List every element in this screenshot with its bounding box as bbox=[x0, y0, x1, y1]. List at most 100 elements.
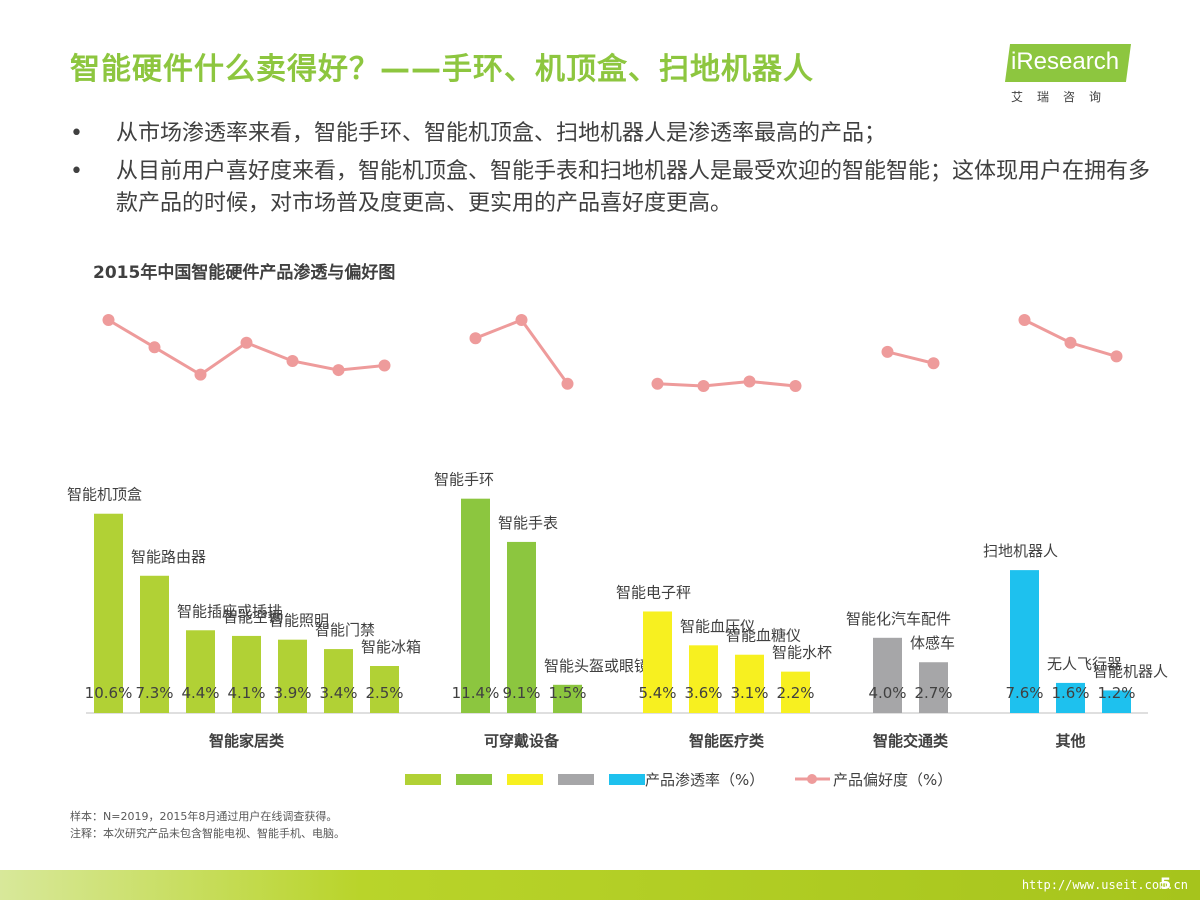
category-label: 体感车 bbox=[910, 634, 955, 652]
logo-text: iResearch bbox=[1011, 48, 1120, 75]
bullet-item: • 从目前用户喜好度来看，智能机顶盒、智能手表和扫地机器人是最受欢迎的智能智能；… bbox=[70, 156, 1150, 220]
preference-point bbox=[1064, 336, 1077, 349]
bar bbox=[643, 611, 672, 713]
preference-point bbox=[102, 314, 115, 326]
value-label: 4.4% bbox=[181, 684, 219, 702]
preference-point bbox=[651, 377, 664, 390]
preference-point bbox=[378, 359, 391, 372]
value-label: 4.1% bbox=[227, 684, 265, 702]
preference-line bbox=[887, 350, 934, 365]
preference-point bbox=[881, 345, 894, 358]
legend-line-label: 产品偏好度（%） bbox=[833, 771, 952, 789]
bar bbox=[186, 630, 215, 713]
page-number: 5 bbox=[1160, 874, 1172, 893]
iresearch-logo: iResearch 艾瑞咨询 bbox=[1005, 44, 1135, 104]
category-label: 智能水杯 bbox=[772, 644, 832, 662]
bullet-text: 从市场渗透率来看，智能手环、智能机顶盒、扫地机器人是渗透率最高的产品； bbox=[116, 121, 887, 146]
preference-point bbox=[697, 380, 710, 392]
category-label: 智能手环 bbox=[434, 471, 494, 489]
bar bbox=[919, 662, 948, 713]
category-label: 无人飞行器 bbox=[1047, 655, 1122, 673]
preference-point bbox=[148, 341, 161, 354]
bar bbox=[324, 649, 353, 713]
value-label: 1.2% bbox=[1097, 684, 1135, 702]
category-label: 智能化汽车配件 bbox=[846, 610, 951, 628]
bar bbox=[781, 671, 810, 713]
preference-point bbox=[286, 354, 299, 367]
value-label: 5.4% bbox=[638, 684, 676, 702]
group-label: 智能家居类 bbox=[209, 732, 285, 750]
bar bbox=[553, 684, 582, 713]
group-label: 可穿戴设备 bbox=[484, 732, 560, 750]
bar bbox=[461, 498, 490, 713]
legend-swatch bbox=[609, 774, 645, 785]
bar bbox=[689, 645, 718, 713]
category-label: 智能插座或插排 bbox=[177, 602, 282, 620]
category-label: 智能头盔或眼镜 bbox=[544, 657, 649, 675]
group-label: 其他 bbox=[1055, 732, 1085, 750]
value-label: 3.4% bbox=[319, 684, 357, 702]
category-label: 智能空调 bbox=[223, 608, 283, 626]
footer-bar bbox=[0, 870, 1200, 900]
preference-point bbox=[515, 314, 528, 326]
legend-line-marker bbox=[807, 774, 817, 784]
bar bbox=[507, 541, 536, 713]
value-label: 7.3% bbox=[135, 684, 173, 702]
category-label: 扫地机器人 bbox=[983, 542, 1058, 560]
value-label: 3.1% bbox=[730, 684, 768, 702]
footer-url[interactable]: http://www.useit.com.cn bbox=[1021, 878, 1188, 892]
value-label: 11.4% bbox=[452, 684, 500, 702]
footnotes: 样本：N=2019，2015年8月通过用户在线调查获得。 注释：本次研究产品未包… bbox=[70, 808, 345, 842]
preference-point bbox=[927, 357, 940, 370]
value-label: 1.5% bbox=[548, 684, 586, 702]
bar bbox=[370, 666, 399, 713]
category-label: 智能手表 bbox=[498, 514, 558, 532]
preference-point bbox=[789, 380, 802, 392]
bar bbox=[1010, 570, 1039, 713]
preference-line bbox=[474, 318, 569, 385]
legend-bar-label: 产品渗透率（%） bbox=[645, 771, 764, 789]
penetration-preference-chart: 智能机顶盒 10.6% 智能路由器 7.3% 智能插座或插排 4.4% 智能空调 4.1% 智能… bbox=[67, 314, 1168, 789]
bar bbox=[232, 635, 261, 713]
legend-swatch bbox=[456, 774, 492, 785]
legend-swatch bbox=[507, 774, 543, 785]
logo-subtitle: 艾瑞咨询 bbox=[1011, 90, 1116, 104]
summary-bullets: • 从市场渗透率来看，智能手环、智能机顶盒、扫地机器人是渗透率最高的产品； • … bbox=[70, 118, 1150, 226]
value-label: 2.2% bbox=[776, 684, 814, 702]
bullet-text: 从目前用户喜好度来看，智能机顶盒、智能手表和扫地机器人是最受欢迎的智能智能；这体… bbox=[116, 159, 1151, 216]
value-label: 2.5% bbox=[365, 684, 403, 702]
preference-point bbox=[469, 332, 482, 345]
preference-point bbox=[332, 364, 345, 377]
bar bbox=[1056, 682, 1085, 713]
bullet-item: • 从市场渗透率来看，智能手环、智能机顶盒、扫地机器人是渗透率最高的产品； bbox=[70, 118, 1150, 150]
preference-point bbox=[743, 375, 756, 388]
bar bbox=[278, 639, 307, 713]
value-label: 9.1% bbox=[502, 684, 540, 702]
value-label: 3.9% bbox=[273, 684, 311, 702]
category-label: 智能血糖仪 bbox=[726, 627, 801, 645]
category-label: 智能机顶盒 bbox=[67, 486, 142, 504]
value-label: 4.0% bbox=[868, 684, 906, 702]
chart-title: 2015年中国智能硬件产品渗透与偏好图 bbox=[93, 263, 396, 283]
category-label: 智能冰箱 bbox=[361, 638, 421, 656]
value-label: 1.6% bbox=[1051, 684, 1089, 702]
bullet-mark: • bbox=[70, 121, 83, 146]
value-label: 7.6% bbox=[1005, 684, 1043, 702]
preference-point bbox=[1018, 314, 1031, 326]
footnote-sample: 样本：N=2019，2015年8月通过用户在线调查获得。 bbox=[70, 810, 338, 823]
bar bbox=[1102, 690, 1131, 713]
page-title: 智能硬件什么卖得好？——手环、机顶盒、扫地机器人 bbox=[70, 52, 814, 87]
category-label: 智能路由器 bbox=[131, 548, 206, 566]
preference-line bbox=[657, 379, 796, 388]
category-label: 智能电子秤 bbox=[616, 583, 691, 601]
value-label: 10.6% bbox=[85, 684, 133, 702]
bar bbox=[140, 575, 169, 713]
legend-swatch bbox=[405, 774, 441, 785]
category-label: 智能照明 bbox=[269, 612, 329, 630]
category-label: 智能机器人 bbox=[1093, 662, 1168, 680]
preference-point bbox=[561, 377, 574, 390]
group-label: 智能医疗类 bbox=[689, 732, 765, 750]
group-label: 智能交通类 bbox=[873, 732, 949, 750]
preference-point bbox=[240, 336, 253, 349]
bar bbox=[94, 513, 123, 713]
